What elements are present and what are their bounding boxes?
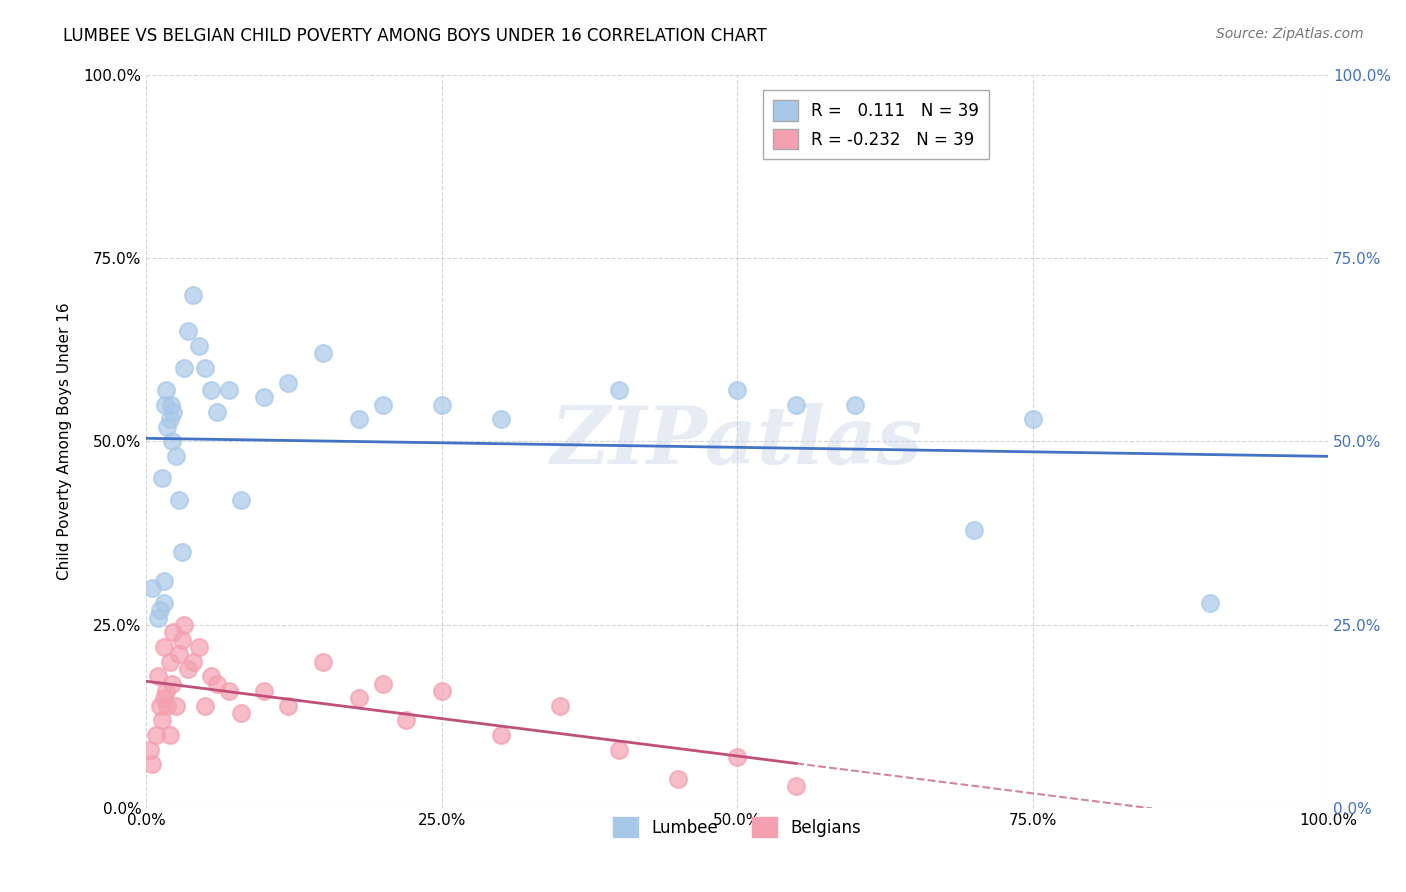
Text: Source: ZipAtlas.com: Source: ZipAtlas.com [1216,27,1364,41]
Point [165,698,187,713]
Point [159,728,181,742]
Point [176,662,198,676]
Point [159,412,181,426]
Point [371,398,394,412]
Point [200,669,222,683]
Point [138,743,160,757]
Point [205,405,228,419]
Point [155,383,177,397]
Text: ZIPatlas: ZIPatlas [551,402,924,480]
Point [160,434,183,449]
Point [155,684,177,698]
Point [160,398,183,412]
Point [277,376,299,390]
Point [430,684,453,698]
Point [785,398,807,412]
Point [167,648,190,662]
Point [162,405,184,419]
Point [165,449,187,463]
Point [146,669,169,683]
Point [153,574,176,588]
Point [156,419,179,434]
Point [312,655,335,669]
Point [430,398,453,412]
Point [347,691,370,706]
Point [489,412,512,426]
Point [395,714,418,728]
Point [188,339,211,353]
Legend: Lumbee, Belgians: Lumbee, Belgians [607,811,868,844]
Point [153,640,176,654]
Point [347,412,370,426]
Point [146,610,169,624]
Point [1199,596,1222,610]
Point [173,361,195,376]
Point [489,728,512,742]
Text: LUMBEE VS BELGIAN CHILD POVERTY AMONG BOYS UNDER 16 CORRELATION CHART: LUMBEE VS BELGIAN CHILD POVERTY AMONG BO… [63,27,768,45]
Point [153,398,176,412]
Point [666,772,689,786]
Point [229,706,252,720]
Point [145,728,167,742]
Point [141,757,163,772]
Point [149,603,172,617]
Point [150,471,173,485]
Point [141,581,163,595]
Point [218,684,240,698]
Point [371,676,394,690]
Point [194,698,217,713]
Point [725,383,748,397]
Point [170,632,193,647]
Point [1021,412,1043,426]
Point [607,383,630,397]
Point [229,493,252,508]
Point [183,287,205,301]
Point [160,676,183,690]
Point [277,698,299,713]
Point [962,523,984,537]
Point [153,691,176,706]
Point [205,676,228,690]
Point [253,391,276,405]
Point [149,698,172,713]
Point [548,698,571,713]
Point [183,655,205,669]
Point [844,398,866,412]
Point [159,655,181,669]
Y-axis label: Child Poverty Among Boys Under 16: Child Poverty Among Boys Under 16 [58,302,72,581]
Point [607,743,630,757]
Point [173,618,195,632]
Point [156,698,179,713]
Point [188,640,211,654]
Point [153,596,176,610]
Point [785,780,807,794]
Point [170,544,193,558]
Point [150,714,173,728]
Point [253,684,276,698]
Point [176,325,198,339]
Point [312,346,335,360]
Point [167,493,190,508]
Point [200,383,222,397]
Point [725,750,748,764]
Point [194,361,217,376]
Point [218,383,240,397]
Point [162,625,184,640]
